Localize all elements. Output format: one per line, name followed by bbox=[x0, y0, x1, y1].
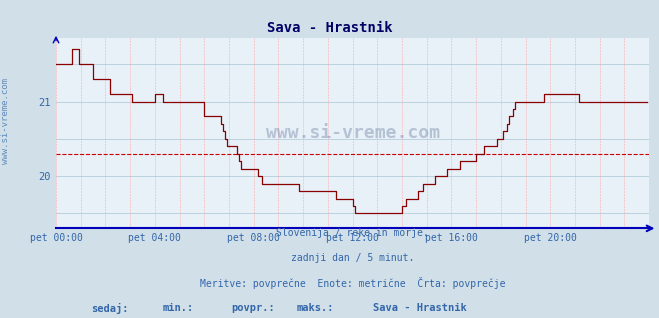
Text: Sava - Hrastnik: Sava - Hrastnik bbox=[373, 303, 467, 313]
Text: min.:: min.: bbox=[163, 303, 194, 313]
Text: sedaj:: sedaj: bbox=[92, 303, 129, 314]
Text: povpr.:: povpr.: bbox=[231, 303, 275, 313]
Text: Slovenija / reke in morje.: Slovenija / reke in morje. bbox=[276, 228, 429, 238]
Text: www.si-vreme.com: www.si-vreme.com bbox=[266, 124, 440, 142]
Text: zadnji dan / 5 minut.: zadnji dan / 5 minut. bbox=[291, 252, 415, 263]
Text: Sava - Hrastnik: Sava - Hrastnik bbox=[267, 21, 392, 35]
Text: Meritve: povprečne  Enote: metrične  Črta: povprečje: Meritve: povprečne Enote: metrične Črta:… bbox=[200, 277, 505, 289]
Text: www.si-vreme.com: www.si-vreme.com bbox=[1, 78, 10, 164]
Text: maks.:: maks.: bbox=[297, 303, 333, 313]
